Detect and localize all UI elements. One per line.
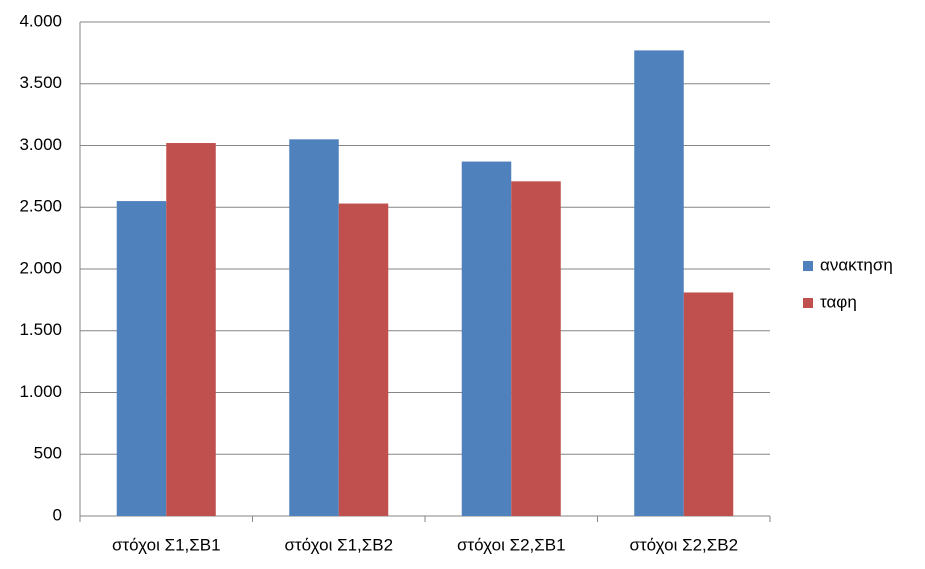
bar bbox=[511, 181, 561, 516]
bar bbox=[634, 50, 684, 516]
y-tick-label: 0 bbox=[53, 505, 62, 524]
legend-swatch bbox=[803, 261, 813, 271]
x-tick-label: στόχοι Σ1,ΣΒ1 bbox=[112, 535, 221, 554]
legend-label: ανακτηση bbox=[820, 255, 893, 274]
bar bbox=[338, 203, 389, 517]
x-tick-label: στόχοι Σ1,ΣΒ2 bbox=[284, 535, 393, 554]
bar bbox=[166, 143, 216, 516]
bar bbox=[461, 161, 512, 516]
bar bbox=[683, 292, 734, 516]
bar bbox=[116, 201, 167, 516]
x-tick-label: στόχοι Σ2,ΣΒ1 bbox=[457, 535, 566, 554]
y-tick-label: 4.000 bbox=[19, 11, 62, 30]
y-tick-label: 1.000 bbox=[19, 382, 62, 401]
legend-label: ταφη bbox=[820, 292, 857, 311]
y-tick-label: 3.000 bbox=[19, 135, 62, 154]
y-tick-label: 500 bbox=[34, 444, 62, 463]
y-tick-label: 1.500 bbox=[19, 320, 62, 339]
x-tick-label: στόχοι Σ2,ΣΒ2 bbox=[629, 535, 738, 554]
y-tick-label: 2.500 bbox=[19, 197, 62, 216]
y-tick-label: 3.500 bbox=[19, 73, 62, 92]
bar bbox=[289, 139, 339, 516]
legend-swatch bbox=[803, 298, 813, 308]
y-tick-label: 2.000 bbox=[19, 258, 62, 277]
